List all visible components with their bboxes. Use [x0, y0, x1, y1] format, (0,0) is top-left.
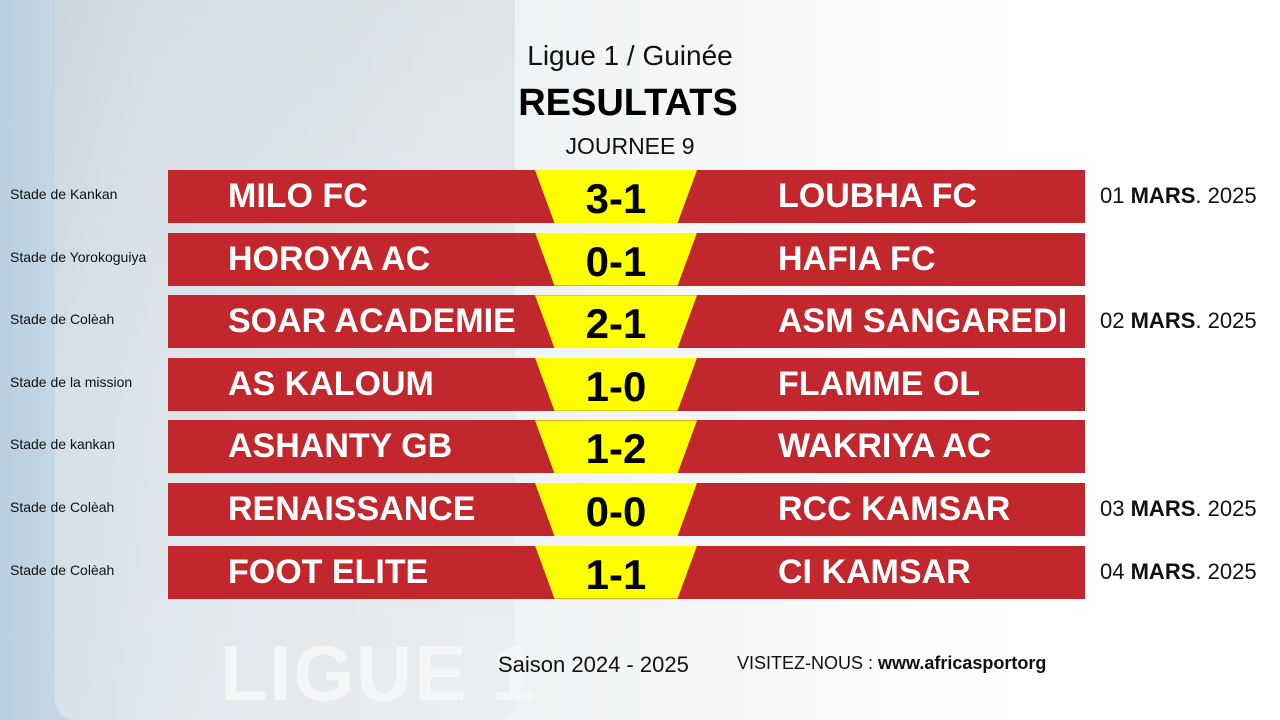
date-day: 02 [1100, 308, 1125, 334]
match-row: MILO FC 3-1 LOUBHA FC [168, 170, 1085, 223]
score: 1-2 [535, 420, 697, 474]
away-team: HAFIA FC [778, 239, 936, 278]
date-year: . 2025 [1195, 496, 1257, 521]
match-row: FOOT ELITE 1-1 CI KAMSAR [168, 545, 1085, 599]
home-team: SOAR ACADEMIE [228, 302, 516, 341]
score: 1-0 [535, 357, 697, 411]
away-team: WAKRIYA AC [778, 427, 992, 466]
score: 0-0 [535, 483, 697, 536]
home-team: AS KALOUM [228, 364, 434, 403]
round-label: JOURNEE 9 [565, 133, 695, 159]
away-team: CI KAMSAR [778, 552, 971, 591]
match-row: SOAR ACADEMIE 2-1 ASM SANGAREDI [168, 295, 1085, 349]
score: 0-1 [535, 232, 697, 286]
match-row: RENAISSANCE 0-0 RCC KAMSAR [168, 483, 1085, 536]
visit-label: VISITEZ-NOUS : [737, 653, 879, 673]
date-day: 03 [1100, 496, 1125, 521]
score: 1-1 [535, 545, 697, 599]
match-date: 02 MARS. 2025 [1100, 308, 1257, 334]
away-team: LOUBHA FC [778, 177, 977, 215]
date-year: . 2025 [1195, 308, 1257, 334]
stadium-label: Stade de Colèah [10, 561, 115, 578]
date-month: MARS [1130, 308, 1196, 334]
stadium-label: Stade de Colèah [10, 499, 115, 515]
date-month: MARS [1130, 183, 1196, 208]
match-date: 01 MARS. 2025 [1100, 183, 1257, 209]
stadium-label: Stade de Yorokoguiya [10, 248, 147, 265]
match-date: 04 MARS. 2025 [1100, 559, 1257, 585]
stadium-label: Stade de la mission [10, 373, 133, 390]
date-year: . 2025 [1195, 558, 1257, 584]
match-row: AS KALOUM 1-0 FLAMME OL [168, 357, 1085, 411]
match-row: ASHANTY GB 1-2 WAKRIYA AC [168, 420, 1085, 474]
match-date: 03 MARS. 2025 [1100, 496, 1257, 522]
league-title: Ligue 1 / Guinée [527, 40, 733, 71]
date-day: 04 [1100, 558, 1125, 584]
home-team: HOROYA AC [228, 239, 431, 278]
home-team: ASHANTY GB [228, 427, 453, 466]
website-label: VISITEZ-NOUS : www.africasportorg [737, 653, 1046, 674]
away-team: FLAMME OL [778, 364, 981, 403]
stadium-label: Stade de Kankan [10, 186, 118, 202]
match-row: HOROYA AC 0-1 HAFIA FC [168, 232, 1085, 286]
page-title: RESULTATS [518, 82, 738, 124]
home-team: MILO FC [228, 177, 368, 215]
date-day: 01 [1100, 183, 1125, 208]
away-team: ASM SANGAREDI [778, 302, 1068, 341]
stadium-label: Stade de kankan [10, 436, 116, 453]
season-label: Saison 2024 - 2025 [498, 652, 689, 677]
date-year: . 2025 [1195, 183, 1257, 208]
background-logo: LIGUE 1 [220, 629, 538, 717]
date-month: MARS [1130, 558, 1196, 584]
stadium-label: Stade de Colèah [10, 311, 115, 328]
home-team: FOOT ELITE [228, 552, 429, 591]
score: 3-1 [535, 170, 697, 223]
website-link[interactable]: www.africasportorg [878, 653, 1047, 673]
date-month: MARS [1130, 496, 1196, 521]
away-team: RCC KAMSAR [778, 490, 1011, 528]
score: 2-1 [535, 295, 697, 349]
home-team: RENAISSANCE [228, 490, 476, 528]
